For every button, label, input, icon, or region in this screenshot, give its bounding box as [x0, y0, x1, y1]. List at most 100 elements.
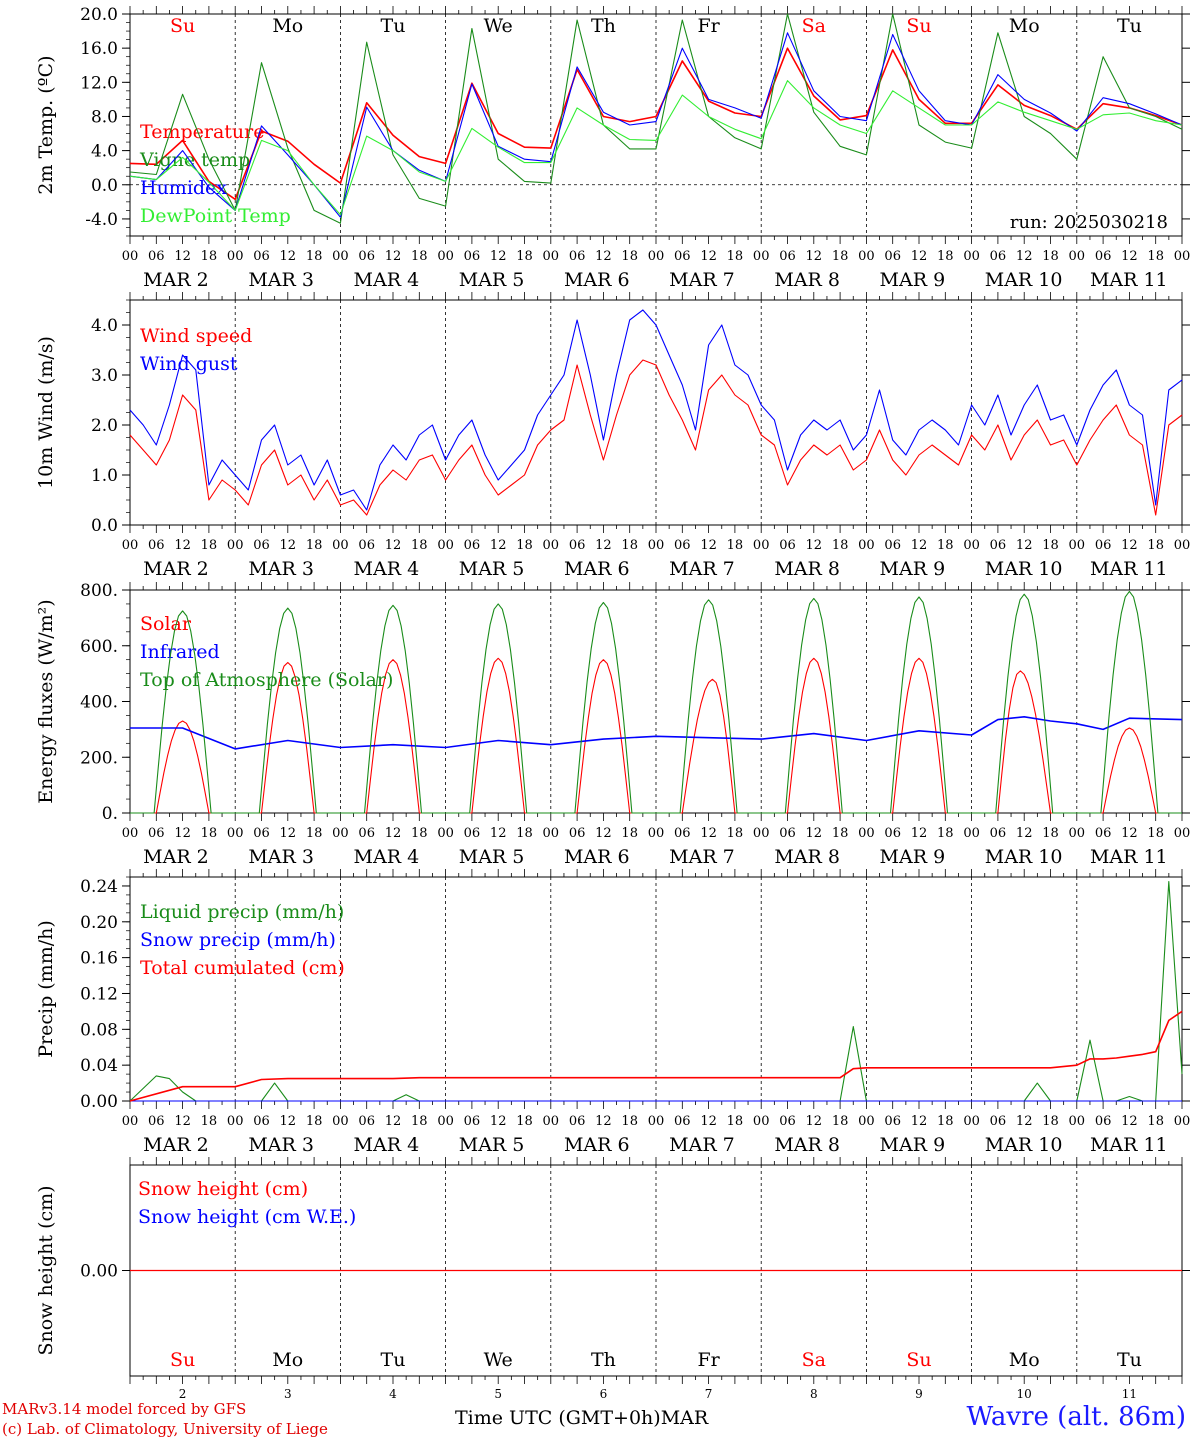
date-label: MAR 6: [564, 846, 630, 868]
series-line-1: [129, 309, 1183, 511]
hour-tick-label: 12: [700, 1114, 717, 1129]
date-label: MAR 5: [459, 846, 525, 868]
date-label: MAR 10: [985, 846, 1063, 868]
date-label: MAR 5: [459, 1134, 525, 1156]
run-annotation: run: 2025030218: [1010, 212, 1168, 233]
legend-entry: Snow precip (mm/h): [140, 929, 336, 951]
series-line-2: [129, 32, 1183, 218]
legend-entry: Infrared: [140, 641, 220, 663]
hour-tick-label: 00: [437, 826, 454, 841]
hour-tick-label: 00: [753, 249, 770, 264]
day-number-label: 7: [705, 1387, 713, 1401]
hour-tick-label: 00: [543, 826, 560, 841]
hour-tick-label: 00: [753, 538, 770, 553]
date-label: MAR 8: [774, 269, 840, 291]
date-label: MAR 4: [354, 1134, 420, 1156]
y-axis-label: Snow height (cm): [35, 1185, 57, 1355]
hour-tick-label: 06: [358, 538, 375, 553]
hour-tick-label: 06: [358, 249, 375, 264]
date-label: MAR 8: [774, 558, 840, 580]
hour-tick-label: 00: [858, 249, 875, 264]
hour-tick-label: 12: [1121, 826, 1138, 841]
day-abbr-label: Sa: [802, 15, 826, 37]
hour-tick-label: 12: [911, 826, 928, 841]
hour-tick-label: 06: [1095, 1114, 1112, 1129]
day-abbr-label: Fr: [697, 1349, 720, 1371]
hour-tick-label: 00: [1174, 538, 1191, 553]
hour-tick-label: 18: [727, 249, 744, 264]
hour-tick-label: 12: [595, 538, 612, 553]
hour-tick-label: 06: [569, 826, 586, 841]
hour-tick-label: 12: [806, 249, 823, 264]
legend-entry: Top of Atmosphere (Solar): [140, 669, 393, 691]
station-name: Wavre (alt. 86m): [966, 1402, 1186, 1432]
hour-tick-label: 12: [1016, 538, 1033, 553]
hour-tick-label: 06: [990, 249, 1007, 264]
hour-tick-label: 06: [358, 1114, 375, 1129]
hour-tick-label: 00: [543, 1114, 560, 1129]
hour-tick-label: 06: [569, 249, 586, 264]
hour-tick-label: 06: [148, 826, 165, 841]
hour-tick-label: 00: [332, 1114, 349, 1129]
hour-tick-label: 18: [621, 538, 638, 553]
hour-tick-label: 18: [411, 249, 428, 264]
y-tick-label: 8.0: [91, 107, 118, 127]
day-abbr-label: Mo: [1009, 1349, 1040, 1371]
hour-tick-label: 06: [358, 826, 375, 841]
hour-tick-label: 12: [490, 1114, 507, 1129]
hour-tick-label: 00: [227, 1114, 244, 1129]
date-label: MAR 11: [1090, 846, 1168, 868]
hour-tick-label: 00: [648, 538, 665, 553]
hour-tick-label: 12: [490, 826, 507, 841]
date-label: MAR 9: [880, 1134, 946, 1156]
legend-entry: Solar: [140, 613, 192, 635]
date-label: MAR 4: [354, 846, 420, 868]
hour-tick-label: 06: [253, 538, 270, 553]
date-label: MAR 3: [248, 846, 314, 868]
hour-tick-label: 12: [700, 249, 717, 264]
hour-tick-label: 12: [490, 538, 507, 553]
date-label: MAR 10: [985, 1134, 1063, 1156]
date-label: MAR 10: [985, 269, 1063, 291]
hour-tick-label: 00: [332, 826, 349, 841]
legend-entry: DewPoint Temp: [140, 205, 291, 227]
hour-tick-label: 12: [700, 538, 717, 553]
hour-tick-label: 18: [201, 1114, 218, 1129]
y-tick-label: 0.: [102, 804, 118, 824]
hour-tick-label: 00: [227, 249, 244, 264]
date-label: MAR 3: [248, 269, 314, 291]
series-line-1: [130, 715, 1183, 750]
date-label: MAR 11: [1090, 1134, 1168, 1156]
hour-tick-label: 18: [727, 538, 744, 553]
hour-tick-label: 12: [385, 1114, 402, 1129]
day-number-label: 10: [1017, 1387, 1032, 1401]
date-label: MAR 2: [143, 846, 209, 868]
hour-tick-label: 06: [884, 1114, 901, 1129]
hour-tick-label: 18: [1042, 538, 1059, 553]
hour-tick-label: 18: [1042, 1114, 1059, 1129]
hour-tick-label: 12: [1121, 1114, 1138, 1129]
hour-tick-label: 12: [1121, 249, 1138, 264]
day-abbr-label: Tu: [1117, 1349, 1142, 1371]
hour-tick-label: 06: [884, 826, 901, 841]
hour-tick-label: 12: [385, 826, 402, 841]
hour-tick-label: 12: [700, 826, 717, 841]
day-number-label: 8: [810, 1387, 818, 1401]
hour-tick-label: 00: [1069, 826, 1086, 841]
hour-tick-label: 06: [779, 1114, 796, 1129]
hour-tick-label: 12: [1016, 826, 1033, 841]
hour-tick-label: 12: [595, 249, 612, 264]
hour-tick-label: 00: [963, 1114, 980, 1129]
hour-tick-label: 12: [595, 826, 612, 841]
hour-tick-label: 18: [306, 249, 323, 264]
series-line-2: [129, 1010, 1183, 1102]
hour-tick-label: 06: [464, 249, 481, 264]
y-tick-label: 600.: [80, 637, 118, 657]
hour-tick-label: 18: [1042, 826, 1059, 841]
hour-tick-label: 00: [1069, 1114, 1086, 1129]
date-label: MAR 4: [354, 558, 420, 580]
hour-tick-label: 06: [674, 826, 691, 841]
hour-tick-label: 00: [963, 826, 980, 841]
y-tick-label: 200.: [80, 748, 118, 768]
